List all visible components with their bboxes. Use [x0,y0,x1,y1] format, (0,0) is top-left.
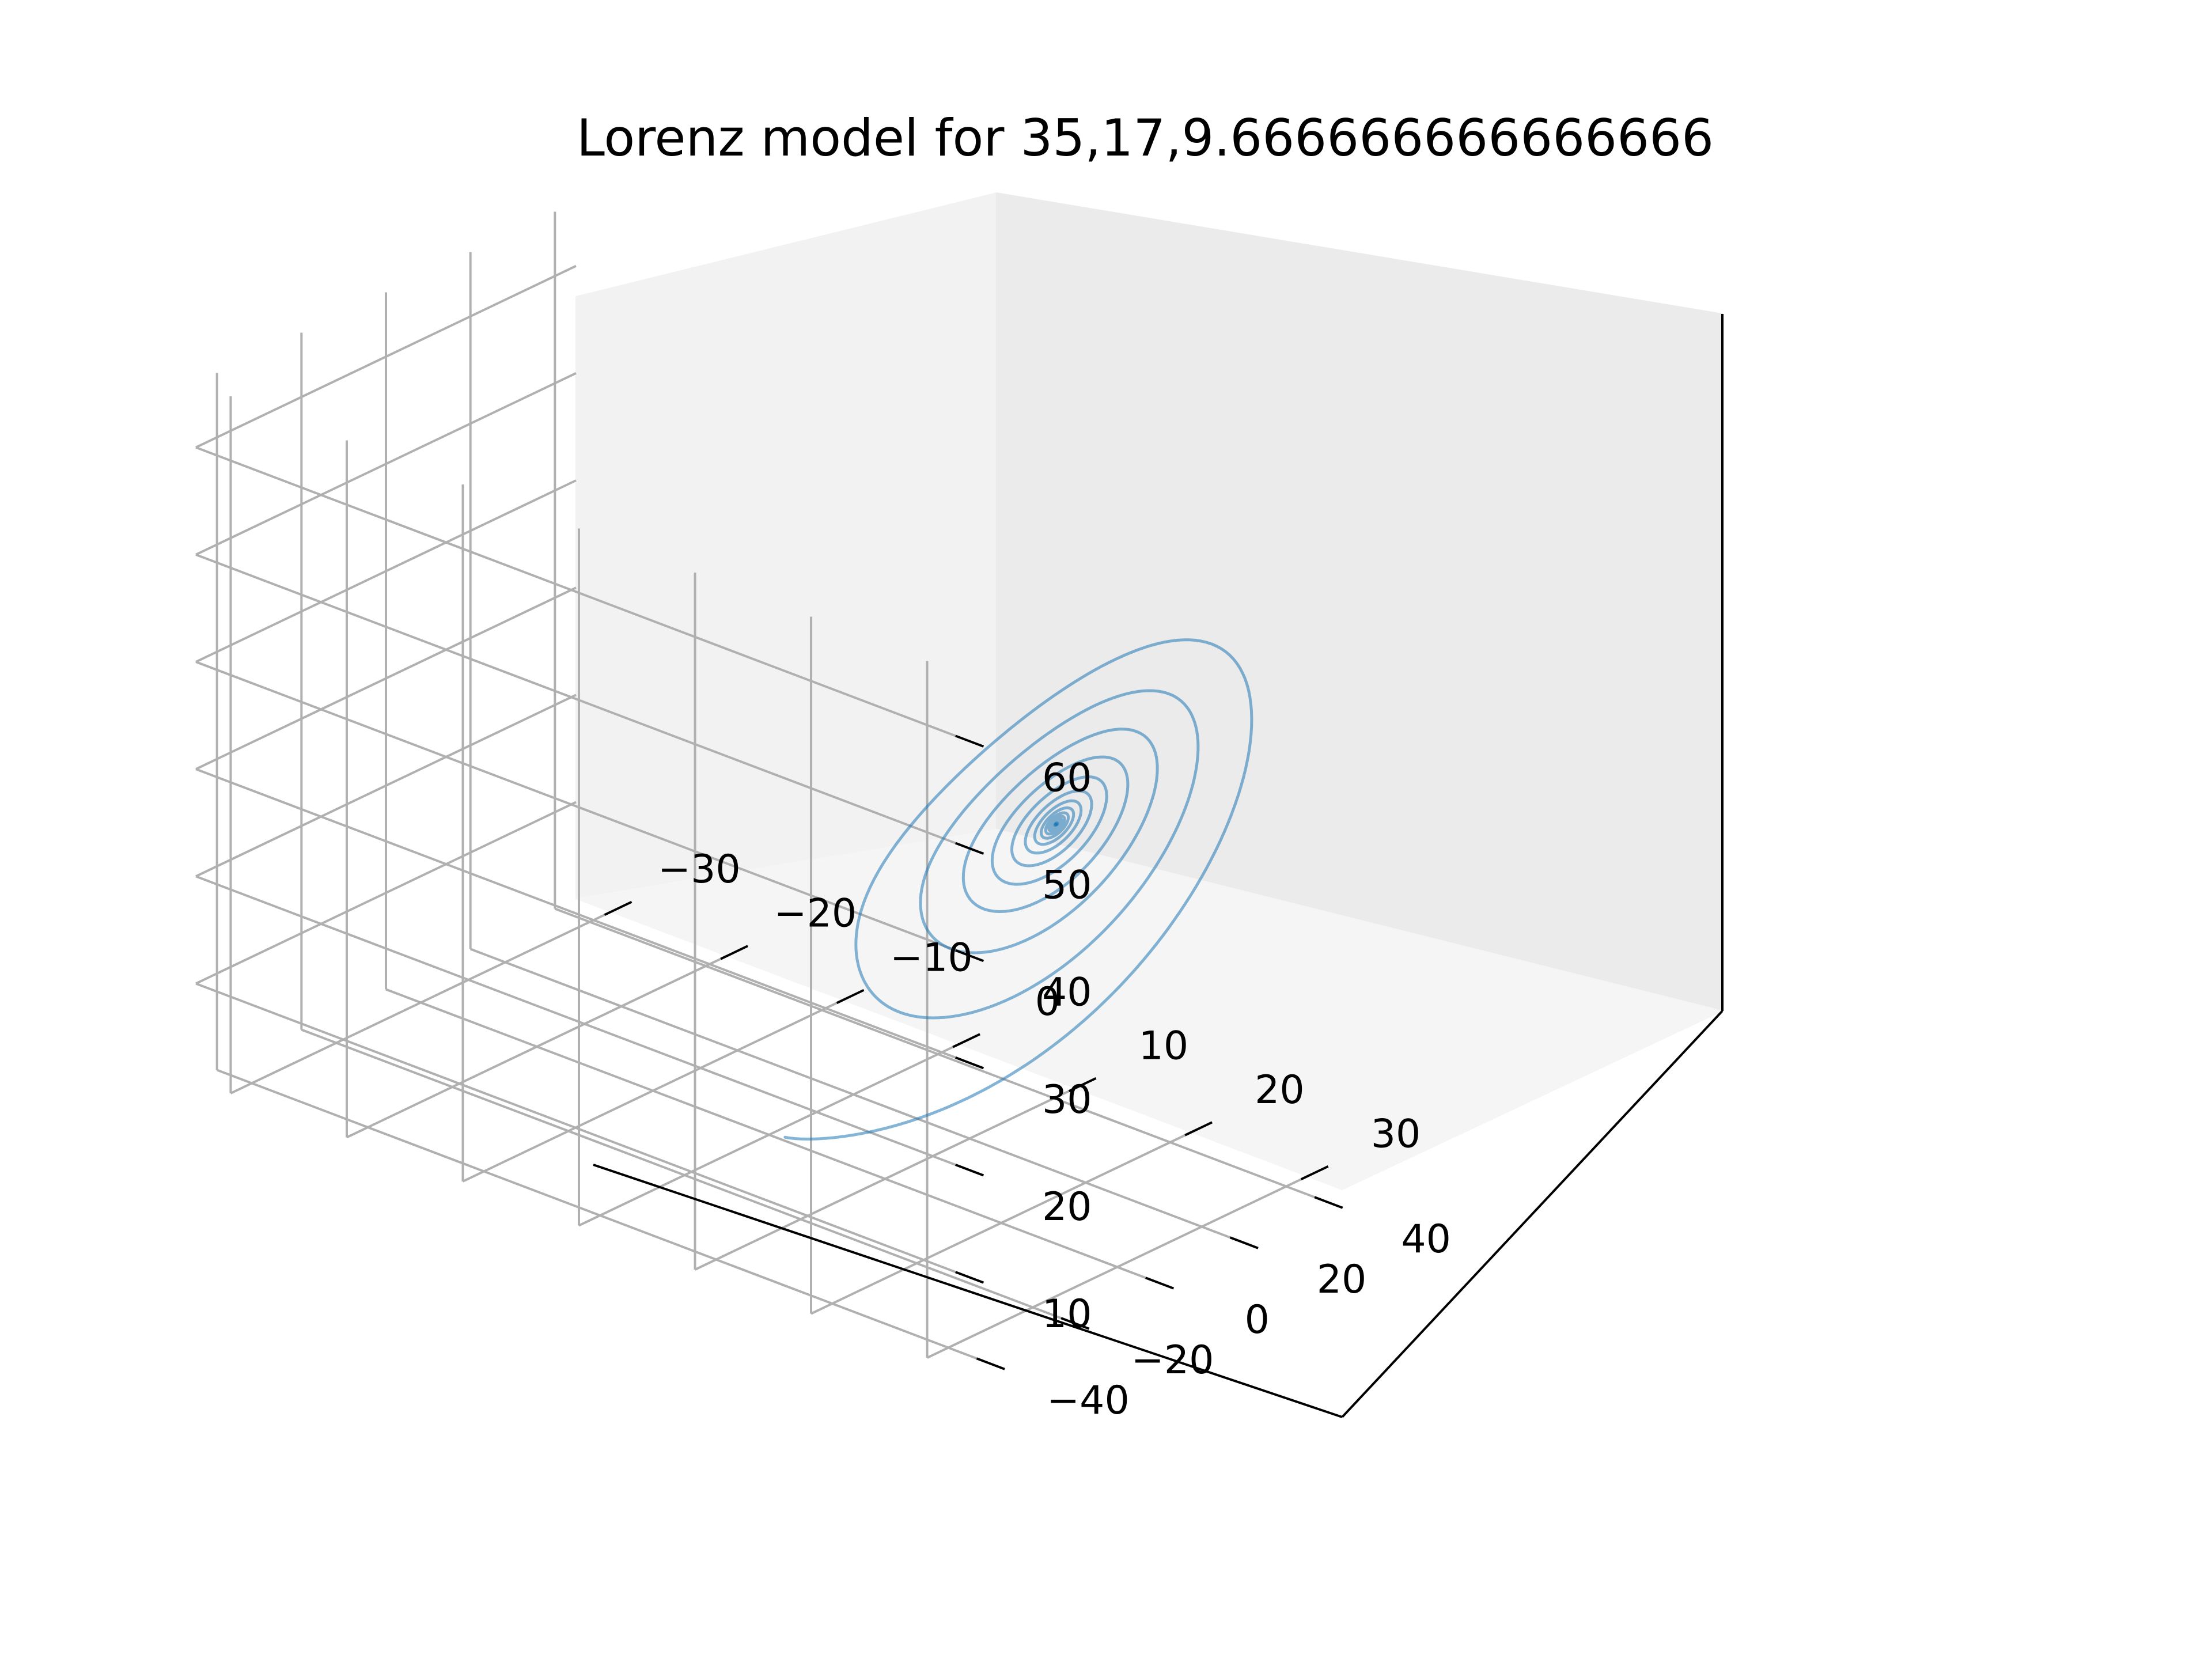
z-tick-mark [955,1271,984,1284]
x-axis: −30 −20 −10 0 10 20 30 [593,847,1421,1418]
y-tick-mark [976,1357,1005,1370]
grid-z-left [195,586,577,770]
y-axis-line [1341,1010,1724,1418]
grid-z-back [195,661,963,954]
z-tick-label: 20 [1042,1184,1092,1230]
x-ticks: −30 −20 −10 0 10 20 30 [604,847,1421,1181]
z-tick-mark [955,949,984,963]
grid-y-floor [554,907,1322,1201]
z-tick-label: 60 [1042,755,1092,801]
x-tick-mark [1068,1077,1097,1092]
z-axis: 10 20 30 40 50 60 [955,314,1724,1337]
y-tick-label: 0 [1245,1297,1270,1343]
grid-z-back [195,553,963,847]
z-tick-mark [955,1056,984,1070]
y-ticks: −40−20 0 20 40 [976,1196,1451,1423]
x-tick-label: 0 [1035,979,1060,1025]
y-tick-label: 40 [1401,1217,1451,1262]
z-tick-mark [955,734,984,748]
grid-z-back [195,768,963,1062]
y-tick-label: −20 [1131,1338,1214,1383]
y-tick-label: 20 [1317,1257,1367,1302]
x-axis-line [593,1164,1343,1418]
x-tick-mark [1300,1165,1329,1181]
grid-y-floor [469,948,1237,1241]
x-tick-mark [604,900,632,916]
x-tick-label: 20 [1255,1067,1305,1113]
x-tick-label: −30 [658,847,741,892]
grid-y-floor [216,1069,984,1362]
z-tick-mark [955,842,984,855]
y-axis: −40−20 0 20 40 [976,1010,1724,1423]
grid-z-left [195,479,577,663]
y-tick-mark [1229,1236,1259,1249]
grid-y-floor [301,1028,1069,1322]
attractor-trajectory [783,638,1253,1141]
x-tick-mark [1184,1121,1213,1137]
grid-z-back [195,982,963,1276]
grid-z-left [195,372,577,556]
grid-z-left [195,264,577,449]
grid-z-left [195,694,577,878]
y-tick-mark [1145,1277,1175,1290]
x-tick-label: −10 [890,935,973,980]
x-tick-mark [952,1033,980,1048]
z-tick-label: 10 [1042,1291,1092,1337]
z-tick-label: 40 [1042,970,1092,1016]
grid-y-floor [385,988,1153,1282]
chart-title: Lorenz model for 35,17,9.666666666666666 [577,108,1714,168]
attractor-layer [783,638,1253,1141]
y-tick-mark [1314,1196,1343,1209]
grid-z-left [195,801,577,985]
z-tick-mark [955,1164,984,1177]
grid-z-back [195,446,963,740]
x-tick-label: −20 [774,891,857,937]
z-tick-label: 30 [1042,1077,1092,1123]
x-tick-label: 30 [1371,1111,1421,1157]
grid-lines [195,211,1322,1362]
x-tick-mark [720,945,748,960]
z-ticks: 10 20 30 40 50 60 [955,734,1092,1337]
z-tick-label: 50 [1042,863,1092,908]
grid-z-back [195,875,963,1169]
y-tick-mark [1060,1317,1090,1330]
x-tick-mark [836,988,865,1004]
y-tick-label: −40 [1047,1378,1130,1423]
x-tick-label: 10 [1139,1023,1189,1069]
pane-left [575,192,997,900]
